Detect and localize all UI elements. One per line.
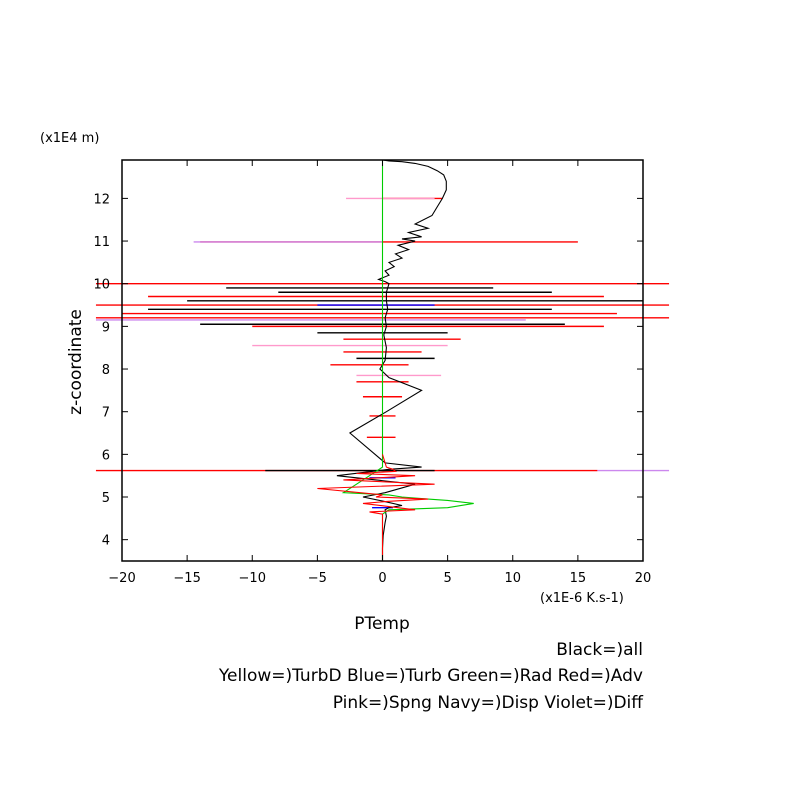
x-axis-title: PTemp (354, 614, 410, 634)
y-unit-label: (x1E4 m) (40, 131, 99, 146)
series-line-all (336, 159, 447, 561)
series-line-rad (341, 160, 474, 561)
y-tick-label: 6 (102, 448, 110, 463)
y-axis-title: z-coordinate (66, 309, 86, 415)
y-tick-label: 9 (102, 320, 110, 335)
x-tick-label: −15 (173, 571, 200, 586)
x-tick-label: −20 (108, 571, 135, 586)
y-tick-label: 12 (93, 192, 110, 207)
y-tick-label: 11 (93, 235, 110, 250)
x-tick-label: 15 (570, 571, 587, 586)
series-layer (317, 159, 474, 561)
x-tick-label: −10 (239, 571, 266, 586)
y-tick-label: 5 (102, 491, 110, 506)
legend-line-1: Black=)all (556, 640, 643, 660)
series-line-adv (317, 454, 435, 561)
x-ticks: −20 −15 −10 −5 0 5 10 15 20 (108, 160, 651, 586)
y-tick-label: 7 (102, 406, 110, 421)
x-tick-label: 20 (635, 571, 652, 586)
x-tick-label: 10 (504, 571, 521, 586)
legend-line-3: Pink=)Spng Navy=)Disp Violet=)Diff (333, 693, 645, 713)
x-tick-label: 5 (443, 571, 451, 586)
legend-line-2: Yellow=)TurbD Blue=)Turb Green=)Rad Red=… (218, 666, 643, 686)
y-tick-label: 10 (93, 278, 110, 293)
x-unit-label: (x1E-6 K.s-1) (540, 591, 624, 606)
y-tick-label: 4 (102, 534, 110, 549)
y-tick-label: 8 (102, 363, 110, 378)
y-ticks: 4 5 6 7 8 9 10 11 12 (93, 192, 643, 549)
x-tick-label: −5 (308, 571, 327, 586)
x-tick-label: 0 (378, 571, 386, 586)
